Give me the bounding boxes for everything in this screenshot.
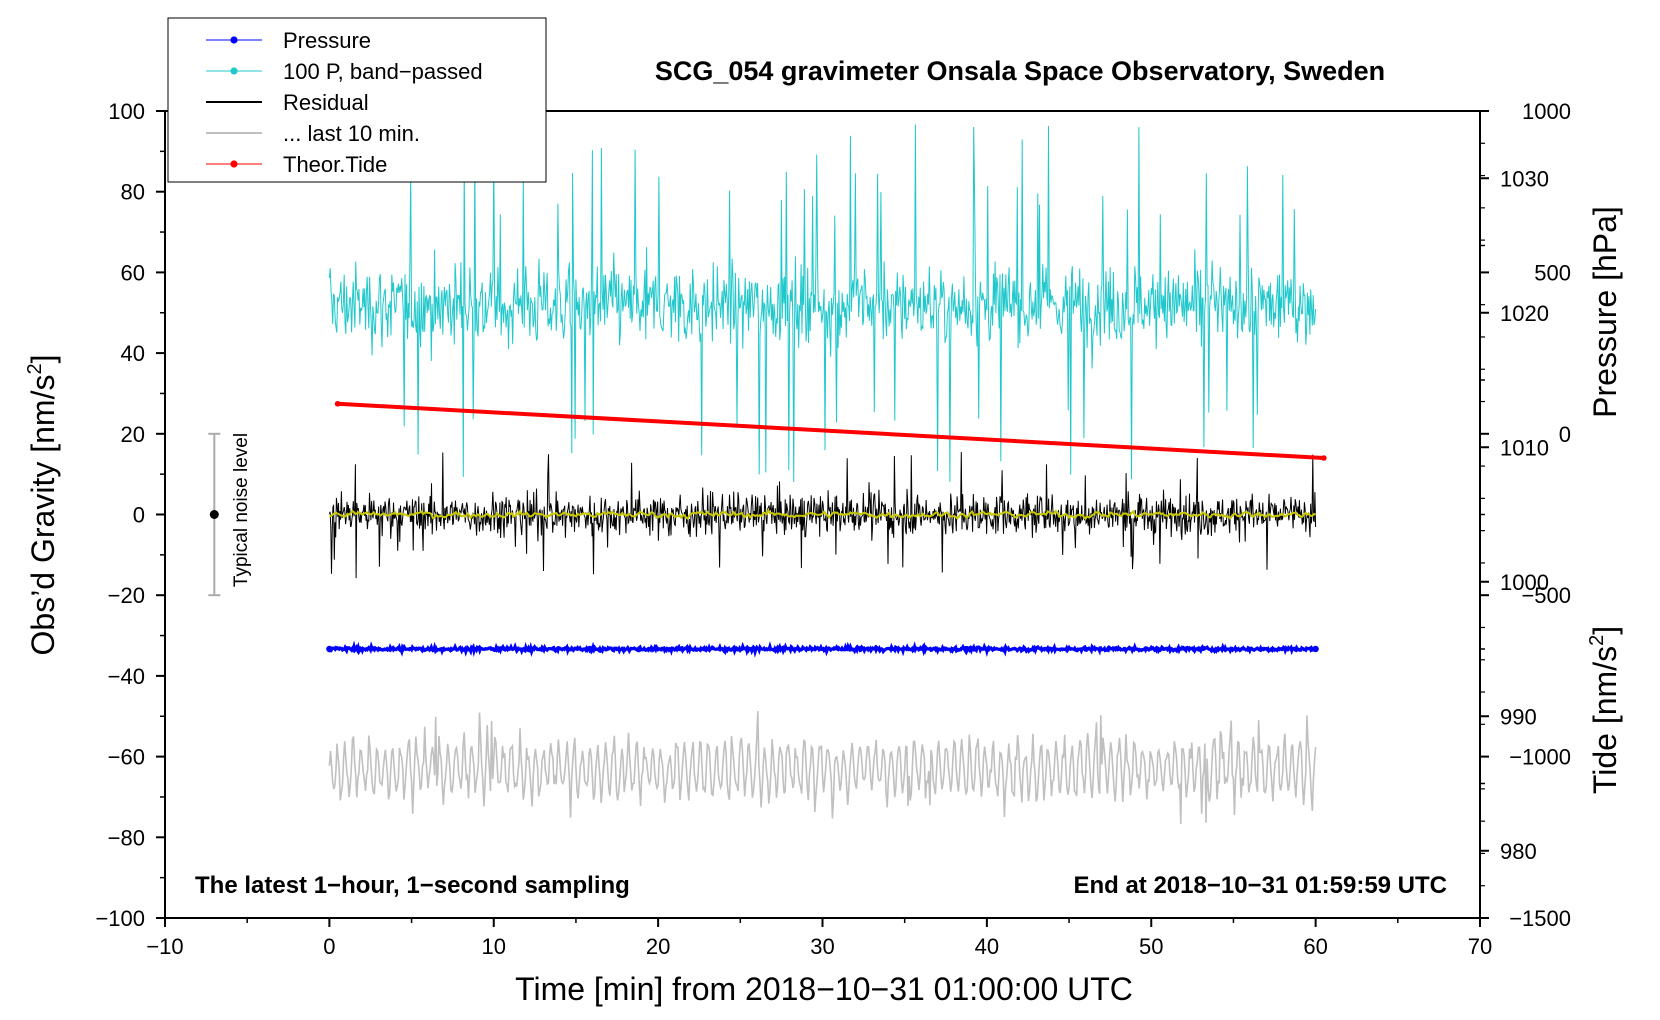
pressure-start-marker bbox=[326, 645, 333, 653]
y-tick-label: 80 bbox=[121, 180, 145, 205]
axes-layer: −10 0 10 20 30 40 50 60 70−100−80−60−40−20020406… bbox=[95, 99, 1571, 959]
legend-box bbox=[167, 17, 547, 183]
x-tick-label: −10 bbox=[146, 934, 183, 959]
legend-bandpassed-label: 100 P, band−passed bbox=[283, 59, 483, 84]
tide-axis-title-main: Tide [nm/s bbox=[1587, 646, 1623, 794]
legend-tide-marker bbox=[230, 160, 238, 168]
x-tick-label: 60 bbox=[1303, 934, 1327, 959]
y-tick-label: −60 bbox=[108, 745, 145, 770]
sampling-note: The latest 1−hour, 1−second sampling bbox=[195, 872, 630, 899]
tide-tick-label: 1000 bbox=[1522, 99, 1571, 124]
noise-bar-center bbox=[209, 510, 219, 519]
residual-line bbox=[328, 452, 1317, 579]
pressure-end-marker bbox=[1312, 645, 1319, 653]
x-axis-title: Time [min] from 2018−10−31 01:00:00 UTC bbox=[515, 971, 1133, 1007]
x-tick-label: 70 bbox=[1468, 934, 1492, 959]
tide-tick-label: −500 bbox=[1521, 583, 1571, 608]
tide-axis-title-close: ] bbox=[1587, 626, 1623, 635]
x-tick-label: 40 bbox=[975, 934, 999, 959]
legend-tide-label: Theor.Tide bbox=[283, 152, 387, 177]
pressure-tick-label: 1000 bbox=[1500, 570, 1549, 595]
x-tick-label: 10 bbox=[482, 934, 506, 959]
legend-last10-label: ... last 10 min. bbox=[283, 121, 420, 146]
x-tick-label: 30 bbox=[810, 934, 834, 959]
chart-title: SCG_054 gravimeter Onsala Space Observat… bbox=[655, 56, 1385, 86]
pressure-tick-label: 990 bbox=[1500, 704, 1537, 729]
legend-pressure-marker bbox=[230, 36, 238, 44]
legend-residual-label: Residual bbox=[283, 90, 369, 115]
y-tick-label: −100 bbox=[95, 906, 145, 931]
y-axis-title-main: Obs’d Gravity [nm/s bbox=[25, 375, 61, 656]
tide-tick-label: 0 bbox=[1559, 422, 1571, 447]
y-axis-title: Obs’d Gravity [nm/s2] bbox=[24, 355, 61, 656]
y-tick-label: 100 bbox=[108, 99, 145, 124]
tide-tick-label: 500 bbox=[1534, 260, 1571, 285]
tide-tick-label: −1000 bbox=[1509, 745, 1571, 770]
pressure-tick-label: 1020 bbox=[1500, 301, 1549, 326]
x-tick-label: 0 bbox=[323, 934, 335, 959]
y-axis-title-superscript: 2 bbox=[24, 363, 46, 374]
legend: Pressure 100 P, band−passed Residual ...… bbox=[167, 17, 547, 183]
pressure-tick-label: 980 bbox=[1500, 839, 1537, 864]
pressure-line bbox=[327, 640, 1316, 658]
noise-level-label: Typical noise level bbox=[231, 433, 252, 587]
tide-axis-title: Tide [nm/s2] bbox=[1586, 626, 1623, 794]
y-tick-label: 0 bbox=[133, 503, 145, 528]
tide-tick-label: −1500 bbox=[1509, 906, 1571, 931]
y-tick-label: 20 bbox=[121, 422, 145, 447]
end-time-note: End at 2018−10−31 01:59:59 UTC bbox=[1073, 872, 1447, 899]
y-tick-label: −80 bbox=[108, 825, 145, 850]
y-tick-label: −40 bbox=[108, 664, 145, 689]
pressure-tick-label: 1030 bbox=[1500, 166, 1549, 191]
pressure-tick-label: 1010 bbox=[1500, 435, 1549, 460]
legend-pressure-label: Pressure bbox=[283, 28, 371, 53]
y-tick-label: 40 bbox=[121, 341, 145, 366]
tide-axis-title-superscript: 2 bbox=[1586, 635, 1608, 646]
tide-end-marker bbox=[1321, 455, 1327, 461]
x-tick-label: 20 bbox=[646, 934, 670, 959]
x-tick-label: 50 bbox=[1139, 934, 1163, 959]
smoothed-residual-line bbox=[329, 508, 1317, 521]
legend-bandpassed-marker bbox=[230, 67, 238, 75]
tide-start-marker bbox=[334, 400, 341, 407]
y-axis-title-close: ] bbox=[25, 355, 61, 364]
y-tick-label: −20 bbox=[108, 583, 145, 608]
y-tick-label: 60 bbox=[121, 260, 145, 285]
last-10-min-line bbox=[328, 711, 1317, 824]
pressure-axis-title: Pressure [hPa] bbox=[1587, 206, 1623, 418]
theoretical-tide-line bbox=[337, 401, 1324, 461]
